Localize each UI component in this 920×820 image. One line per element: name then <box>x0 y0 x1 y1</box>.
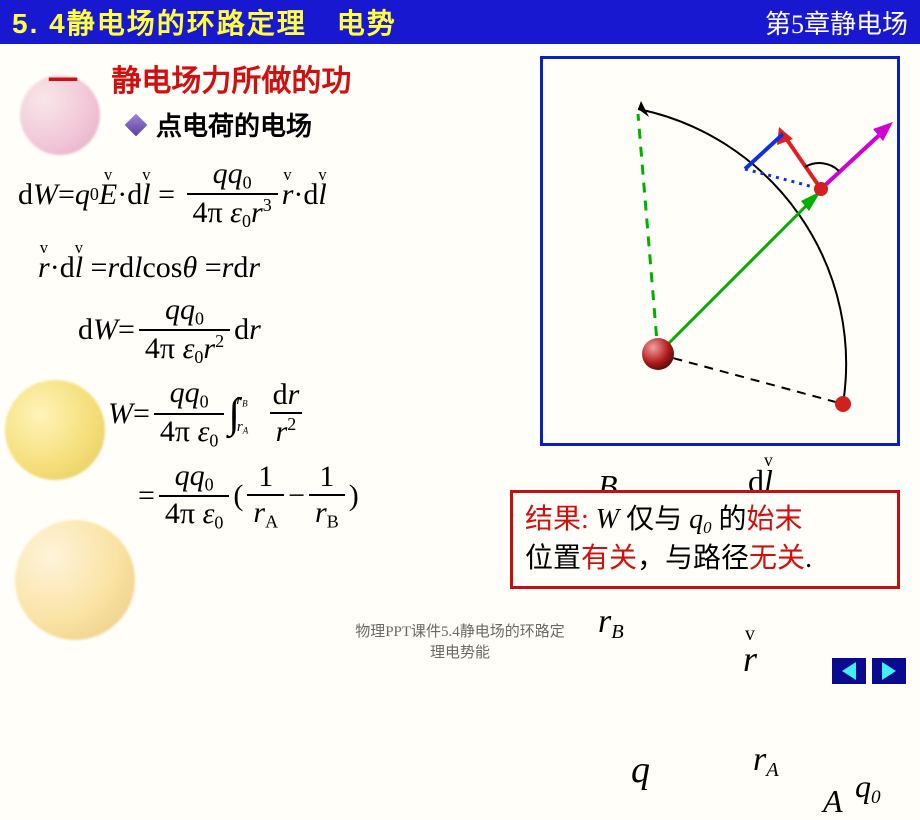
next-slide-button[interactable] <box>872 658 906 684</box>
section-number: 一 <box>48 65 78 98</box>
field-diagram: B A q q0 r rB rA E dl dr θ <box>540 56 900 446</box>
r-line <box>658 199 813 354</box>
E-vector <box>821 127 888 189</box>
arc-arrowhead <box>638 101 649 117</box>
label-rB: rB <box>598 603 624 644</box>
result-q0: q0 <box>689 504 711 535</box>
dr-line <box>745 134 783 169</box>
label-q: q <box>631 748 650 792</box>
result-box: 结果: W 仅与 q0 的始末 位置有关，与路径无关. <box>510 490 900 589</box>
label-r: r <box>743 638 757 680</box>
charge-q0 <box>835 396 851 412</box>
bullet-diamond-icon <box>125 114 148 137</box>
dl-vector <box>783 134 821 189</box>
chapter-label: 第5章静电场 <box>765 4 908 41</box>
rB-line <box>638 114 658 354</box>
triangle-left-icon <box>842 662 856 680</box>
footer-caption: 物理PPT课件5.4静电场的环路定 理电势能 <box>355 620 565 662</box>
result-W: W <box>596 504 619 535</box>
label-A: A <box>823 783 843 820</box>
charge-q <box>642 338 674 370</box>
slide-header: 5. 4静电场的环路定理 电势 第5章静电场 <box>0 0 920 44</box>
slide-title: 5. 4静电场的环路定理 电势 <box>12 2 397 42</box>
rA-line <box>658 354 843 404</box>
section-title: 静电场力所做的功 <box>111 65 351 98</box>
result-label: 结果: <box>525 504 589 535</box>
label-rA: rA <box>753 741 779 782</box>
prev-slide-button[interactable] <box>832 658 866 684</box>
nav-controls <box>832 658 906 684</box>
diagram-svg <box>543 59 897 443</box>
test-particle <box>814 182 828 196</box>
subsection-title: 点电荷的电场 <box>156 111 312 141</box>
triangle-right-icon <box>882 662 896 680</box>
label-q0: q0 <box>855 768 881 809</box>
